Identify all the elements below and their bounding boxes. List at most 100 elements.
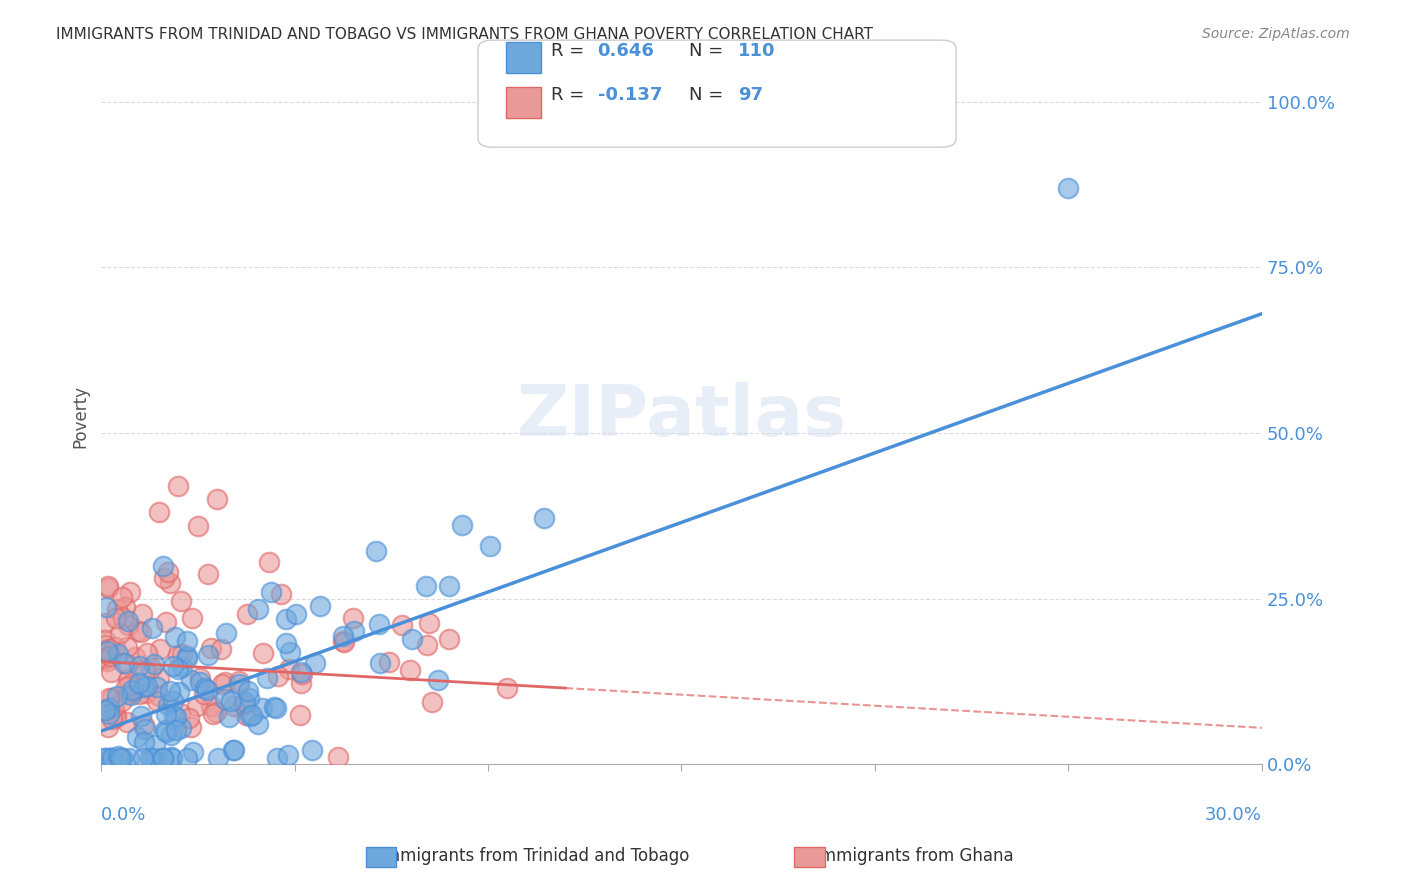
Immigrants from Ghana <box>200 699 222 714</box>
Immigrants from Ghana <box>186 699 208 714</box>
Immigrants from Ghana <box>117 687 139 701</box>
Immigrants from Ghana <box>103 699 125 714</box>
Immigrants from Trinidad and Tobago <box>162 694 184 708</box>
Immigrants from Trinidad and Tobago <box>238 690 260 705</box>
Immigrants from Trinidad and Tobago <box>170 659 193 673</box>
Immigrants from Trinidad and Tobago <box>101 750 124 764</box>
Immigrants from Trinidad and Tobago <box>309 599 332 613</box>
Immigrants from Trinidad and Tobago <box>284 607 307 621</box>
Immigrants from Trinidad and Tobago <box>246 716 269 731</box>
Immigrants from Ghana <box>180 720 202 734</box>
Immigrants from Ghana <box>118 678 141 692</box>
Immigrants from Trinidad and Tobago <box>128 658 150 673</box>
Immigrants from Ghana <box>128 687 150 701</box>
Immigrants from Ghana <box>97 579 120 593</box>
Immigrants from Ghana <box>97 641 120 656</box>
Immigrants from Trinidad and Tobago <box>437 579 460 593</box>
Immigrants from Ghana <box>211 677 233 691</box>
Immigrants from Trinidad and Tobago <box>332 629 354 643</box>
Immigrants from Trinidad and Tobago <box>107 647 129 661</box>
Text: Immigrants from Trinidad and Tobago: Immigrants from Trinidad and Tobago <box>380 847 689 865</box>
Immigrants from Trinidad and Tobago <box>264 700 287 714</box>
Immigrants from Trinidad and Tobago <box>222 743 245 757</box>
Immigrants from Ghana <box>326 750 349 764</box>
Immigrants from Trinidad and Tobago <box>143 738 166 752</box>
Immigrants from Trinidad and Tobago <box>120 688 142 702</box>
Immigrants from Ghana <box>98 691 121 706</box>
Immigrants from Ghana <box>437 632 460 646</box>
Immigrants from Trinidad and Tobago <box>343 624 366 638</box>
Immigrants from Ghana <box>197 566 219 581</box>
Immigrants from Trinidad and Tobago <box>107 749 129 764</box>
Immigrants from Ghana <box>155 615 177 629</box>
Immigrants from Ghana <box>170 594 193 608</box>
Immigrants from Ghana <box>235 607 257 622</box>
Immigrants from Trinidad and Tobago <box>278 645 301 659</box>
Immigrants from Ghana <box>233 697 256 711</box>
Immigrants from Ghana <box>114 600 136 615</box>
Immigrants from Trinidad and Tobago <box>141 750 163 764</box>
Immigrants from Ghana <box>496 681 519 695</box>
Immigrants from Trinidad and Tobago <box>132 735 155 749</box>
Immigrants from Ghana <box>193 687 215 701</box>
Immigrants from Trinidad and Tobago <box>277 748 299 763</box>
Immigrants from Ghana <box>205 492 228 507</box>
Immigrants from Ghana <box>252 646 274 660</box>
Immigrants from Ghana <box>200 641 222 656</box>
Immigrants from Trinidad and Tobago <box>165 709 187 723</box>
Immigrants from Trinidad and Tobago <box>111 750 134 764</box>
Immigrants from Trinidad and Tobago <box>165 723 187 738</box>
Text: -0.137: -0.137 <box>598 87 662 104</box>
Immigrants from Ghana <box>115 640 138 655</box>
Immigrants from Ghana <box>177 711 200 725</box>
Immigrants from Trinidad and Tobago <box>98 706 121 721</box>
Immigrants from Trinidad and Tobago <box>233 695 256 709</box>
Immigrants from Ghana <box>101 712 124 726</box>
Immigrants from Ghana <box>235 707 257 722</box>
Immigrants from Ghana <box>135 686 157 700</box>
Immigrants from Ghana <box>111 694 134 708</box>
Immigrants from Ghana <box>121 685 143 699</box>
Immigrants from Trinidad and Tobago <box>215 625 238 640</box>
Immigrants from Ghana <box>145 694 167 708</box>
Immigrants from Trinidad and Tobago <box>157 698 180 712</box>
Immigrants from Ghana <box>187 518 209 533</box>
Immigrants from Trinidad and Tobago <box>128 675 150 690</box>
Immigrants from Ghana <box>110 590 132 604</box>
Immigrants from Ghana <box>117 714 139 729</box>
Immigrants from Ghana <box>127 624 149 639</box>
Immigrants from Trinidad and Tobago <box>218 710 240 724</box>
Immigrants from Ghana <box>416 638 439 652</box>
Immigrants from Ghana <box>111 611 134 625</box>
Immigrants from Ghana <box>104 611 127 625</box>
Immigrants from Trinidad and Tobago <box>143 750 166 764</box>
Text: Source: ZipAtlas.com: Source: ZipAtlas.com <box>1202 27 1350 41</box>
Text: R =: R = <box>551 87 591 104</box>
Immigrants from Trinidad and Tobago <box>301 743 323 757</box>
Immigrants from Ghana <box>167 648 190 662</box>
Immigrants from Trinidad and Tobago <box>479 539 502 553</box>
Immigrants from Ghana <box>188 671 211 685</box>
Immigrants from Ghana <box>101 691 124 706</box>
Immigrants from Trinidad and Tobago <box>170 721 193 735</box>
Immigrants from Ghana <box>222 699 245 714</box>
Immigrants from Trinidad and Tobago <box>176 648 198 663</box>
Immigrants from Ghana <box>148 672 170 686</box>
Immigrants from Trinidad and Tobago <box>127 730 149 744</box>
Immigrants from Trinidad and Tobago <box>263 700 285 714</box>
Immigrants from Trinidad and Tobago <box>224 742 246 756</box>
Immigrants from Ghana <box>117 657 139 672</box>
Immigrants from Ghana <box>342 610 364 624</box>
Immigrants from Ghana <box>94 615 117 630</box>
Immigrants from Trinidad and Tobago <box>108 750 131 764</box>
Immigrants from Trinidad and Tobago <box>415 579 437 593</box>
Immigrants from Ghana <box>278 662 301 676</box>
Immigrants from Trinidad and Tobago <box>94 750 117 764</box>
Immigrants from Trinidad and Tobago <box>135 679 157 693</box>
Immigrants from Ghana <box>117 617 139 632</box>
Immigrants from Ghana <box>420 695 443 709</box>
Immigrants from Ghana <box>97 720 120 734</box>
Immigrants from Trinidad and Tobago <box>94 599 117 614</box>
Immigrants from Trinidad and Tobago <box>169 684 191 698</box>
Immigrants from Trinidad and Tobago <box>132 680 155 694</box>
